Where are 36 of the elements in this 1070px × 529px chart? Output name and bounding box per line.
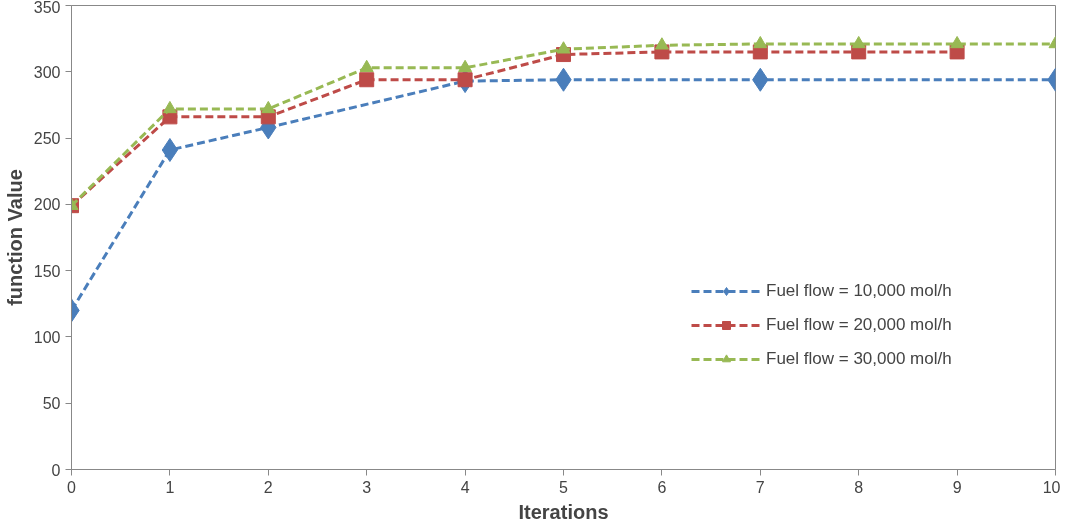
y-tick-label: 250: [33, 130, 61, 148]
x-axis-title: Iterations: [518, 500, 609, 523]
y-tick-label: 0: [51, 461, 61, 479]
x-tick-label: 10: [1042, 478, 1061, 496]
y-tick-label: 350: [33, 0, 61, 16]
y-axis-title: function Value: [3, 169, 26, 306]
point: [753, 35, 768, 49]
x-tick-label: 3: [362, 478, 372, 496]
x-tick-label: 8: [854, 478, 864, 496]
x-tick-label: 1: [165, 478, 175, 496]
point: [654, 37, 669, 50]
x-tick-label: 2: [263, 478, 273, 496]
y-tick-label: 150: [33, 262, 61, 280]
legend-label: Fuel flow = 30,000 mol/h: [766, 349, 952, 369]
point: [556, 41, 571, 54]
point: [261, 100, 276, 114]
legend-label: Fuel flow = 10,000 mol/h: [766, 281, 952, 301]
point: [359, 72, 375, 88]
x-tick-label: 9: [952, 478, 962, 496]
point: [950, 35, 965, 49]
y-tick-label: 300: [33, 63, 61, 81]
point: [457, 72, 473, 88]
x-tick-label: 7: [755, 478, 765, 496]
point: [458, 59, 473, 73]
legend-label: Fuel flow = 20,000 mol/h: [766, 315, 952, 335]
y-tick-label: 100: [33, 328, 61, 346]
x-tick-label: 0: [67, 478, 77, 496]
point: [359, 59, 374, 73]
point: [162, 100, 177, 114]
x-tick-label: 5: [559, 478, 569, 496]
point: [851, 35, 866, 49]
y-tick-label: 50: [42, 395, 61, 413]
x-tick-label: 6: [657, 478, 667, 496]
y-tick-label: 200: [33, 196, 61, 214]
x-tick-label: 4: [460, 478, 470, 496]
point: [161, 138, 179, 162]
